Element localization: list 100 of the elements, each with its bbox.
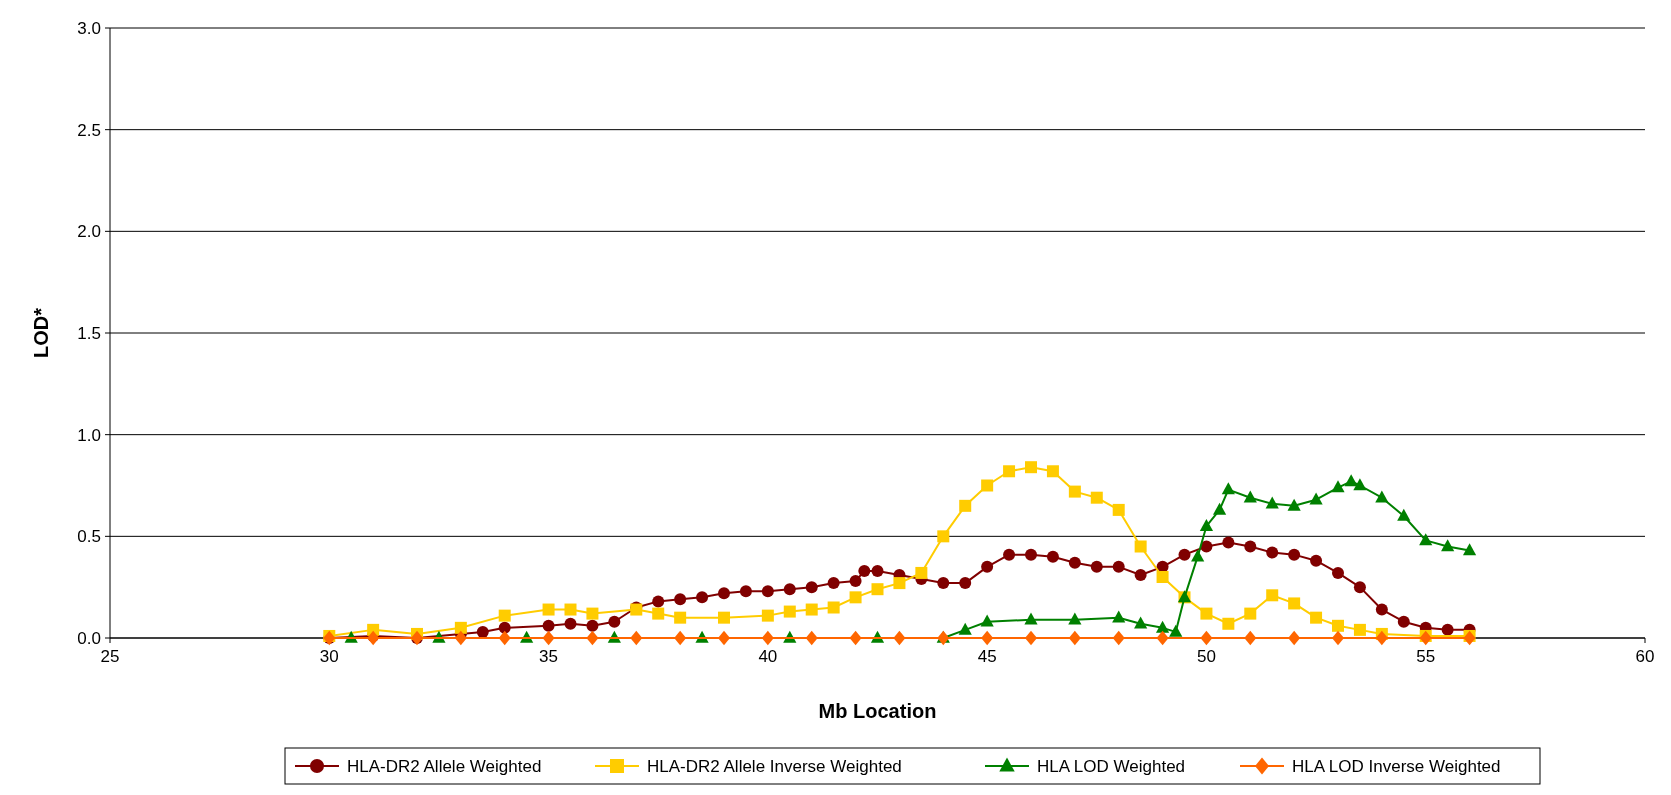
x-tick-label: 25 [100,647,120,666]
point [871,564,884,577]
x-axis-title: Mb Location [818,700,937,722]
point [937,577,950,590]
point [1288,548,1301,561]
point [980,614,994,627]
x-tick-label: 55 [1416,647,1436,666]
point [542,603,555,616]
point [959,499,972,512]
point [893,577,906,590]
x-tick-label: 60 [1635,647,1655,666]
point [1046,550,1059,563]
point [586,630,599,646]
point [1222,536,1235,549]
point [1375,630,1388,646]
legend-label: HLA-DR2 Allele Inverse Weighted [647,756,902,776]
point [1090,560,1103,573]
point [1309,492,1323,505]
point [761,585,774,598]
point [1200,607,1213,620]
y-tick-label: 1.0 [77,425,101,445]
point [1134,540,1147,553]
point [893,630,906,646]
point [1221,482,1235,495]
point [718,611,730,624]
point [1134,568,1147,581]
point [1155,620,1170,633]
point [652,607,665,620]
point [1441,623,1454,636]
point [1191,549,1205,562]
x-tick-label: 35 [539,647,559,666]
y-axis-title: LOD* [30,307,52,358]
point [1353,478,1367,491]
point [1244,540,1257,553]
point [805,581,818,594]
point [1353,581,1366,594]
point [1090,491,1103,504]
point [476,625,489,638]
point [1200,630,1213,646]
point [1003,548,1016,561]
x-tick-label: 45 [977,647,997,666]
point [718,630,730,646]
point [1419,630,1432,646]
point [915,566,928,579]
point [805,630,818,646]
point [1397,615,1410,628]
x-tick-label: 40 [758,647,778,666]
point [1310,611,1323,624]
point [1134,616,1148,629]
point [586,619,599,632]
point [1375,490,1389,503]
point [1025,630,1037,646]
legend-label: HLA-DR2 Allele Weighted [347,756,542,776]
y-tick-label: 1.5 [77,323,101,343]
point [674,593,687,606]
point [696,591,709,604]
point [981,479,994,492]
point [1025,548,1037,561]
point [761,630,774,646]
point [1441,539,1455,552]
point [1243,490,1257,503]
point [564,617,577,630]
point [1332,630,1344,646]
x-tick-label: 50 [1196,647,1216,666]
point [805,603,818,616]
point [1046,465,1059,478]
y-tick-label: 3.0 [77,18,101,38]
legend-label: HLA LOD Weighted [1037,756,1186,776]
point [937,530,950,543]
point [1375,603,1388,616]
point [1178,548,1191,561]
point [1244,607,1257,620]
point [849,591,862,604]
point [454,630,467,646]
point [1169,624,1183,637]
point [739,585,752,598]
point [1266,546,1279,559]
point [1112,610,1126,623]
point [1397,508,1411,521]
y-tick-label: 2.5 [77,120,101,140]
point [1222,617,1235,630]
point [1344,474,1358,487]
legend-label: HLA LOD Inverse Weighted [1292,756,1501,776]
point [1331,480,1345,493]
point [1353,623,1366,636]
y-tick-label: 0.5 [77,527,101,547]
point [1288,630,1301,646]
point [652,595,665,608]
point [498,609,511,622]
point [1068,485,1081,498]
point [1463,630,1476,646]
point [1288,597,1301,610]
point [1287,498,1301,511]
point [761,609,774,622]
point [564,603,577,616]
point [1003,465,1016,478]
y-tick-label: 0.0 [77,628,101,648]
point [1332,619,1344,632]
point [849,630,862,646]
point [1156,571,1169,583]
